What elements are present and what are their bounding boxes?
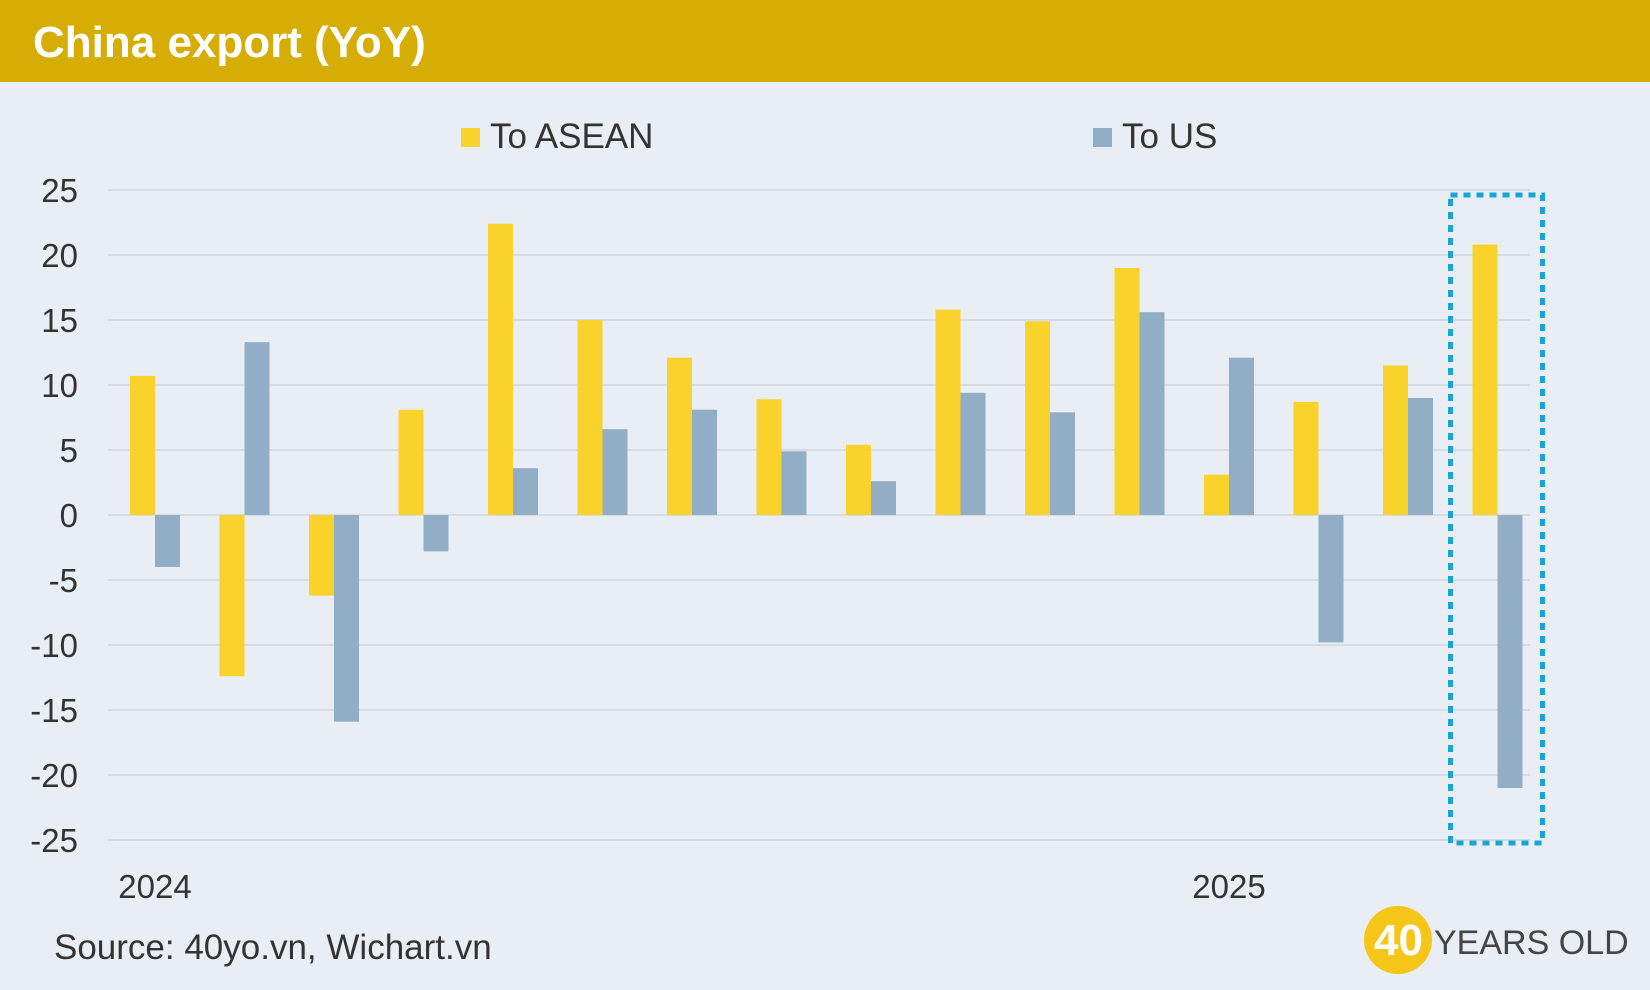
bar-us: [781, 451, 807, 515]
bar-us: [1050, 412, 1075, 515]
bar-asean: [398, 409, 424, 515]
bar-us: [423, 515, 449, 552]
y-tick-label: 15: [41, 302, 78, 339]
legend-label: To ASEAN: [490, 117, 653, 156]
x-tick-label: 2025: [1192, 868, 1265, 905]
bar-us: [1318, 515, 1344, 643]
logo-number: 40: [1374, 916, 1423, 965]
y-tick-label: 10: [41, 367, 78, 404]
bar-asean: [756, 399, 782, 515]
y-tick-label: 25: [41, 172, 78, 209]
bar-asean: [1293, 401, 1319, 515]
bar-asean: [1204, 474, 1229, 515]
y-tick-label: -10: [30, 627, 78, 664]
bar-us: [1497, 515, 1523, 788]
bar-us: [1229, 357, 1254, 515]
legend-swatch: [1093, 128, 1112, 147]
bar-asean: [667, 357, 692, 515]
highlight-box: [1448, 192, 1545, 846]
bar-us: [334, 515, 359, 722]
legend-label: To US: [1122, 117, 1217, 156]
bar-asean: [846, 444, 871, 515]
bar-us: [1139, 312, 1165, 515]
bar-asean: [1383, 365, 1408, 515]
legend-swatch: [461, 128, 480, 147]
y-tick-label: 20: [41, 237, 78, 274]
bar-us: [244, 342, 270, 515]
x-tick-label: 2024: [118, 868, 191, 905]
bar-us: [155, 515, 180, 567]
y-tick-label: 0: [60, 497, 78, 534]
bar-asean: [309, 515, 334, 596]
bar-us: [513, 468, 538, 515]
bar-asean: [1114, 268, 1140, 515]
y-tick-label: 5: [60, 432, 78, 469]
y-tick-label: -5: [49, 562, 78, 599]
bar-asean: [130, 375, 155, 515]
bar-asean: [1025, 321, 1050, 515]
logo-text: YEARS OLD: [1434, 924, 1629, 962]
bar-us: [602, 429, 628, 515]
china-export-chart: 25 20 15 10 5 0 -5 -10 -15 -20 -25 2024 2025 To ASEAN…: [30, 117, 1545, 905]
logo-circle-icon: [1364, 906, 1432, 974]
y-tick-label: -25: [30, 822, 78, 859]
y-tick-label: -20: [30, 757, 78, 794]
chart-title: China export (YoY): [33, 18, 426, 67]
title-bar: China export (YoY): [0, 0, 1650, 82]
bar-asean: [1472, 244, 1498, 515]
y-tick-label: -15: [30, 692, 78, 729]
bar-us: [1408, 398, 1433, 515]
source-note: Source: 40yo.vn, Wichart.vn: [54, 928, 492, 967]
bar-us: [692, 409, 717, 515]
bar-us: [960, 392, 986, 515]
bar-asean: [488, 223, 513, 516]
bar-asean: [935, 309, 961, 515]
brand-logo: 40 YEARS OLD: [1364, 904, 1629, 976]
bar-us: [871, 481, 896, 515]
bar-asean: [577, 320, 603, 515]
bar-asean: [219, 515, 245, 677]
